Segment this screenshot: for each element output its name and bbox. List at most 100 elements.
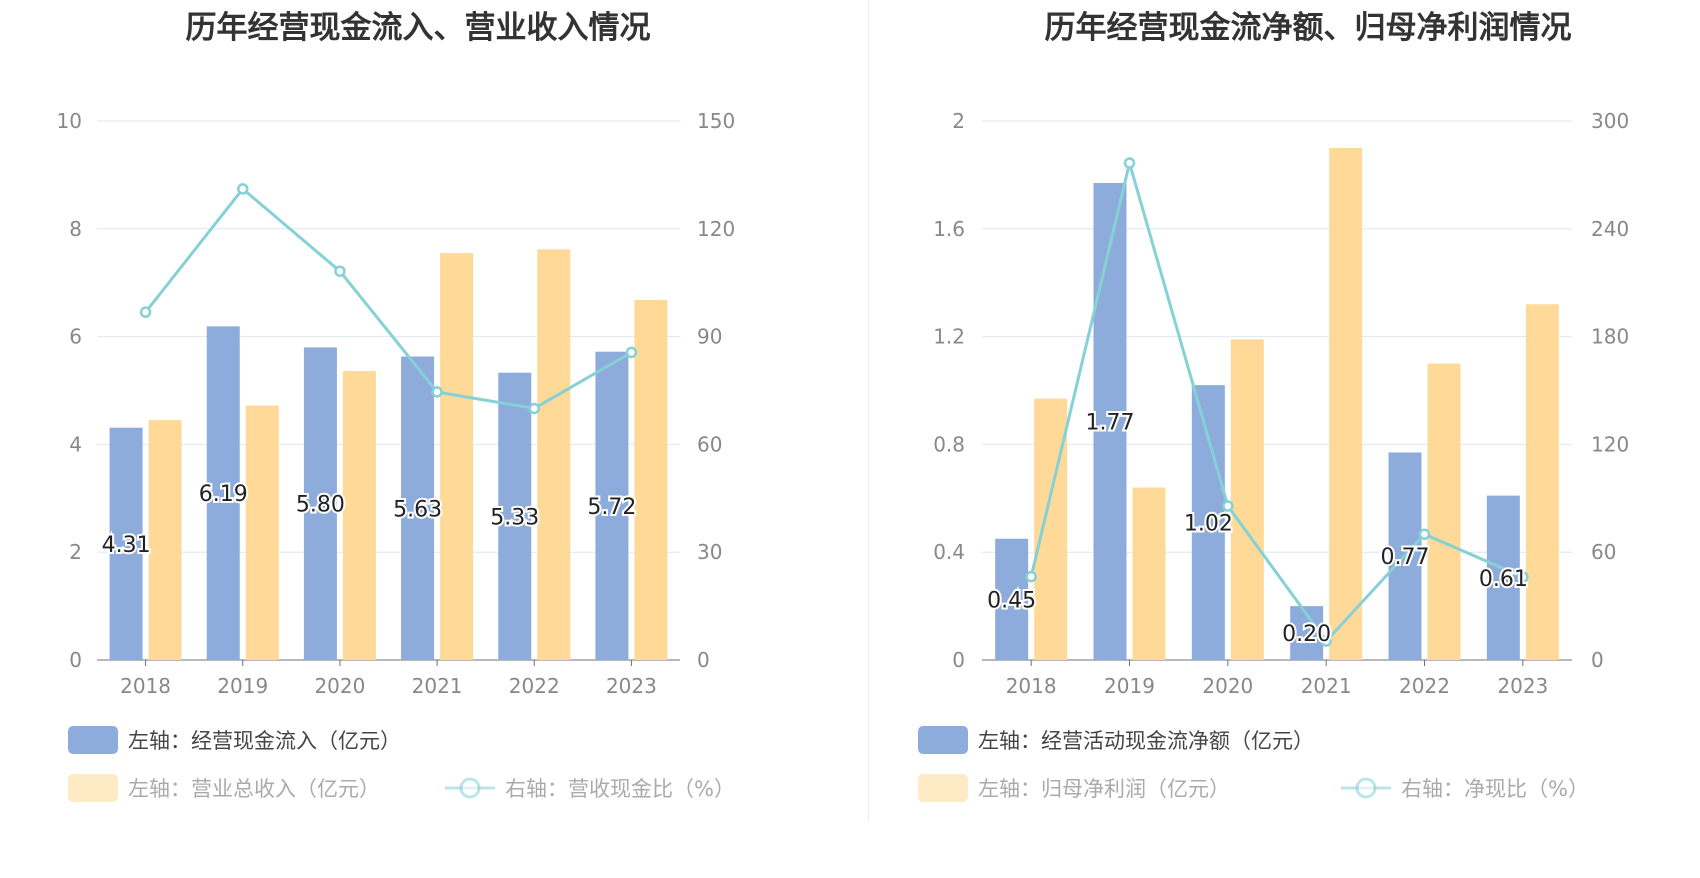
bar-primary-2021 bbox=[401, 356, 435, 660]
bar-secondary-2022 bbox=[537, 249, 571, 661]
bar-secondary-2023 bbox=[1525, 304, 1559, 660]
bar-secondary-2022 bbox=[1427, 363, 1461, 660]
right-axis-tick-label: 60 bbox=[697, 432, 722, 456]
legend-label-line[interactable]: 右轴：净现比（%） bbox=[1401, 777, 1589, 801]
legend-label-secondary[interactable]: 左轴：营业总收入（亿元） bbox=[128, 777, 380, 801]
x-axis-tick-label: 2019 bbox=[1104, 674, 1155, 698]
bar-secondary-2019 bbox=[245, 405, 279, 660]
legend-label-line[interactable]: 右轴：营收现金比（%） bbox=[505, 777, 735, 801]
bar-secondary-2021 bbox=[1329, 147, 1363, 660]
x-axis-tick-label: 2021 bbox=[1301, 674, 1352, 698]
right-axis-tick-label: 60 bbox=[1591, 540, 1616, 564]
ratio-point-2018 bbox=[139, 306, 152, 318]
x-axis-tick-label: 2023 bbox=[1497, 674, 1548, 698]
chart-panel-right: 历年经营现金流净额、归母净利润情况 0 0 0.4 60 0.8 120 1.2 180 1.6 2… bbox=[850, 0, 1700, 874]
ratio-point-2023 bbox=[625, 346, 638, 359]
x-axis-tick-label: 2018 bbox=[1006, 674, 1057, 698]
left-axis-tick-label: 1.2 bbox=[933, 325, 965, 349]
legend-swatch-secondary[interactable] bbox=[918, 774, 968, 802]
right-axis-tick-label: 240 bbox=[1591, 217, 1629, 241]
x-axis-tick-label: 2022 bbox=[1399, 674, 1450, 698]
bar-primary-2020 bbox=[1191, 385, 1225, 660]
bar-data-label-2020: 1.02 bbox=[1184, 512, 1233, 537]
bar-data-label-2019: 1.77 bbox=[1086, 410, 1135, 435]
ratio-line bbox=[1029, 157, 1524, 644]
bar-secondary-2020 bbox=[342, 371, 376, 660]
legend-label-primary[interactable]: 左轴：经营现金流入（亿元） bbox=[128, 729, 401, 753]
bar-primary-2018 bbox=[995, 538, 1029, 660]
x-axis-tick-label: 2020 bbox=[314, 674, 365, 698]
legend-swatch-secondary[interactable] bbox=[68, 774, 118, 802]
ratio-point-2023 bbox=[1517, 571, 1529, 583]
right-axis-tick-label: 300 bbox=[1591, 109, 1629, 133]
chart-title: 历年经营现金流净额、归母净利润情况 bbox=[1045, 10, 1572, 46]
bar-primary-2023 bbox=[1486, 495, 1520, 660]
bar-data-label-2023: 0.61 bbox=[1479, 567, 1528, 592]
right-axis-tick-label: 90 bbox=[697, 325, 722, 349]
bar-data-label-2022: 0.77 bbox=[1381, 545, 1430, 570]
bar-secondary-2021 bbox=[440, 253, 474, 660]
ratio-point-2022 bbox=[528, 402, 540, 415]
ratio-point-2020 bbox=[334, 265, 346, 277]
ratio-point-2019 bbox=[1123, 157, 1136, 169]
bar-primary-2020 bbox=[303, 347, 337, 660]
right-axis-tick-label: 150 bbox=[697, 109, 735, 133]
ratio-point-2018 bbox=[1025, 570, 1037, 583]
left-axis-tick-label: 1.6 bbox=[933, 217, 965, 241]
legend-line-marker[interactable] bbox=[1355, 777, 1377, 799]
legend-label-secondary[interactable]: 左轴：归母净利润（亿元） bbox=[978, 777, 1230, 801]
bar-data-label-2020: 5.80 bbox=[296, 493, 345, 518]
bar-data-label-2019: 6.19 bbox=[199, 482, 248, 507]
x-axis-tick-label: 2022 bbox=[509, 674, 560, 698]
x-axis-tick-label: 2018 bbox=[120, 674, 171, 698]
x-axis-tick-label: 2021 bbox=[412, 674, 463, 698]
ratio-point-2021 bbox=[431, 386, 443, 398]
ratio-point-2021 bbox=[1320, 635, 1332, 647]
right-axis-tick-label: 120 bbox=[1591, 432, 1629, 456]
right-axis-tick-label: 0 bbox=[697, 648, 710, 672]
right-axis-tick-label: 120 bbox=[697, 217, 735, 241]
left-axis-tick-label: 0.8 bbox=[933, 432, 965, 456]
chart-svg-0: 历年经营现金流入、营业收入情况 0 0 2 30 4 60 6 90 8 120 10 150 2018 2… bbox=[57, 10, 735, 802]
bar-secondary-2023 bbox=[634, 299, 668, 660]
ratio-line bbox=[144, 186, 633, 411]
legend-label-primary[interactable]: 左轴：经营活动现金流净额（亿元） bbox=[978, 729, 1314, 753]
x-axis-tick-label: 2019 bbox=[217, 674, 268, 698]
panel-divider bbox=[868, 0, 869, 820]
bar-primary-2022 bbox=[498, 372, 532, 660]
legend-line-marker[interactable] bbox=[459, 777, 481, 799]
ratio-point-2022 bbox=[1418, 528, 1431, 540]
bar-data-label-2022: 5.33 bbox=[490, 505, 539, 530]
bar-primary-2019 bbox=[206, 326, 240, 660]
left-axis-tick-label: 8 bbox=[69, 217, 82, 241]
left-axis-tick-label: 2 bbox=[952, 109, 965, 133]
bar-secondary-2020 bbox=[1230, 339, 1264, 660]
bar-primary-2023 bbox=[595, 351, 629, 660]
left-axis-tick-label: 0.4 bbox=[933, 540, 965, 564]
left-axis-tick-label: 0 bbox=[952, 648, 965, 672]
left-axis-tick-label: 6 bbox=[69, 325, 82, 349]
bar-secondary-2018 bbox=[148, 420, 182, 660]
left-axis-tick-label: 0 bbox=[69, 648, 82, 672]
x-axis-tick-label: 2023 bbox=[606, 674, 657, 698]
ratio-point-2020 bbox=[1222, 500, 1234, 512]
left-axis-tick-label: 10 bbox=[57, 109, 82, 133]
bar-primary-2019 bbox=[1093, 182, 1127, 661]
bar-primary-2018 bbox=[109, 427, 143, 660]
bar-data-label-2018: 0.45 bbox=[987, 588, 1036, 613]
left-axis-tick-label: 4 bbox=[69, 432, 82, 456]
chart-panel-left: 历年经营现金流入、营业收入情况 0 0 2 30 4 60 6 90 8 120 10 150 2018 2… bbox=[0, 0, 850, 874]
left-axis-tick-label: 2 bbox=[69, 540, 82, 564]
bar-secondary-2018 bbox=[1034, 398, 1068, 660]
legend-swatch-primary[interactable] bbox=[918, 726, 968, 754]
bar-data-label-2021: 0.20 bbox=[1282, 622, 1331, 647]
bar-secondary-2019 bbox=[1132, 487, 1166, 660]
ratio-point-2019 bbox=[237, 183, 249, 195]
right-axis-tick-label: 30 bbox=[697, 540, 722, 564]
bar-data-label-2018: 4.31 bbox=[102, 533, 151, 558]
bar-data-label-2023: 5.72 bbox=[587, 495, 636, 520]
x-axis-tick-label: 2020 bbox=[1202, 674, 1253, 698]
bar-data-label-2021: 5.63 bbox=[393, 497, 442, 522]
chart-title: 历年经营现金流入、营业收入情况 bbox=[186, 10, 651, 46]
legend-swatch-primary[interactable] bbox=[68, 726, 118, 754]
